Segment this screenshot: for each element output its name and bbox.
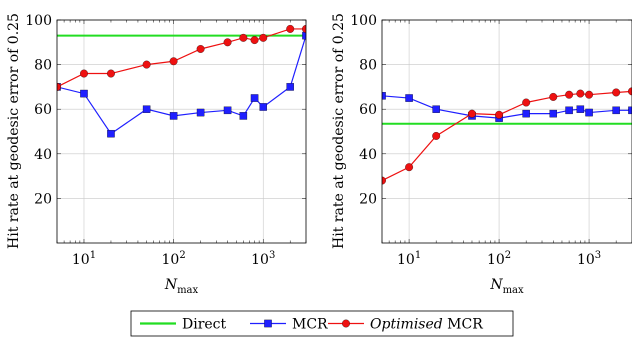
data-point	[433, 106, 440, 113]
plot-frame	[57, 20, 306, 243]
y-tick-label: 60	[359, 102, 377, 118]
series-optimised-mcr	[378, 88, 632, 185]
data-point	[577, 90, 585, 98]
y-tick-label: 40	[34, 147, 52, 163]
data-point	[197, 45, 205, 53]
data-point	[405, 163, 413, 171]
data-point	[224, 39, 232, 47]
data-point	[523, 110, 530, 117]
legend-swatch-marker	[342, 320, 350, 328]
series-line	[382, 96, 632, 118]
data-point	[107, 130, 114, 137]
chart-panel-1: 20 40 60 80 100 101 102 103 Nmax Hit rate at geod…	[6, 13, 310, 296]
data-point	[80, 90, 87, 97]
data-point	[170, 57, 178, 65]
data-point	[287, 83, 294, 90]
x-minor-ticks	[382, 20, 632, 243]
y-tick-label: 80	[359, 58, 377, 74]
data-point	[585, 91, 593, 99]
data-point	[432, 132, 440, 140]
data-point	[240, 112, 247, 119]
y-tick-label: 60	[34, 102, 52, 118]
chart-panel-2: 20 40 60 80 100 101 102 103 Nmax Hit rate at geod…	[331, 13, 632, 296]
data-point	[522, 99, 530, 107]
data-point	[259, 34, 267, 42]
x-tick-label: 103	[577, 250, 601, 268]
data-point	[612, 89, 620, 97]
series-line	[57, 36, 306, 134]
legend: Direct MCR Optimised MCR	[131, 311, 513, 336]
x-axis-label: Nmax	[489, 277, 524, 296]
data-point	[286, 25, 294, 33]
data-point	[613, 107, 620, 114]
y-tick-label: 100	[350, 13, 377, 29]
data-point	[565, 91, 573, 99]
data-point	[549, 93, 557, 101]
data-point	[585, 109, 592, 116]
y-tick-label: 20	[34, 191, 52, 207]
data-point	[628, 88, 632, 96]
data-point	[566, 107, 573, 114]
data-point	[405, 94, 412, 101]
x-tick-label: 101	[397, 250, 421, 268]
series-line	[382, 91, 632, 180]
plot-frame	[382, 20, 632, 243]
y-tick-label: 40	[359, 147, 377, 163]
y-tick-label: 20	[359, 191, 377, 207]
legend-swatch-marker	[264, 320, 271, 327]
series-mcr	[53, 32, 309, 137]
data-point	[628, 107, 632, 114]
data-point	[197, 109, 204, 116]
data-point	[107, 70, 115, 78]
data-point	[468, 110, 476, 118]
data-point	[550, 110, 557, 117]
grid	[382, 20, 632, 243]
x-tick-label: 102	[162, 250, 186, 268]
y-tick-label: 80	[34, 58, 52, 74]
x-tick-label: 102	[487, 250, 511, 268]
y-axis-label: Hit rate at geodesic error of 0.25	[331, 13, 347, 249]
legend-label: Direct	[182, 317, 227, 333]
x-minor-ticks	[57, 20, 306, 243]
data-point	[224, 107, 231, 114]
legend-label: MCR	[292, 317, 328, 333]
series-mcr	[378, 92, 632, 121]
data-point	[577, 106, 584, 113]
data-point	[143, 61, 151, 69]
data-point	[495, 111, 503, 119]
data-point	[240, 34, 248, 42]
data-point	[251, 94, 258, 101]
data-point	[260, 103, 267, 110]
series-line	[57, 29, 306, 87]
y-axis-label: Hit rate at geodesic error of 0.25	[6, 13, 22, 249]
x-tick-label: 103	[251, 250, 275, 268]
data-point	[80, 70, 88, 78]
grid	[57, 20, 306, 243]
y-tick-label: 100	[25, 13, 52, 29]
data-point	[251, 36, 259, 44]
x-tick-label: 101	[72, 250, 96, 268]
data-point	[143, 106, 150, 113]
legend-label: Optimised MCR	[370, 317, 483, 333]
x-axis-label: Nmax	[164, 277, 199, 296]
data-point	[170, 112, 177, 119]
